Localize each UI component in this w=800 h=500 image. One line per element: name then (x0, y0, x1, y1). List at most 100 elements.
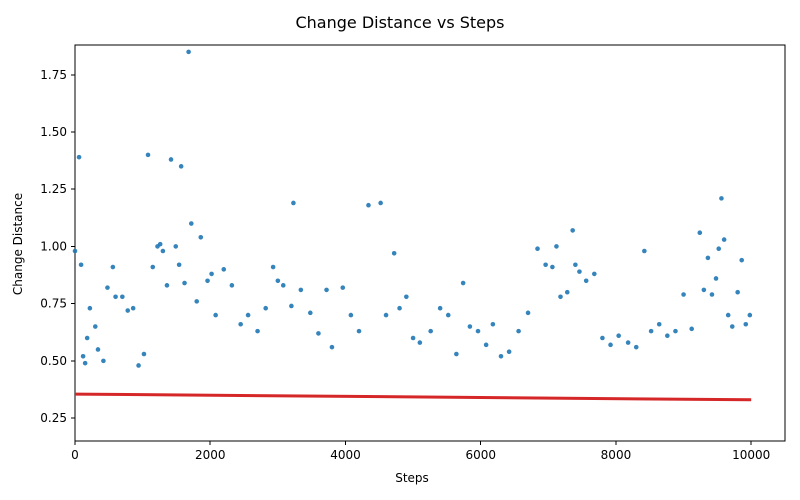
data-point (583, 278, 589, 284)
x-tick-label: 8000 (601, 448, 632, 462)
x-tick-label: 6000 (465, 448, 496, 462)
data-point (136, 363, 141, 368)
data-point (719, 196, 724, 201)
data-point (716, 246, 722, 252)
data-point (291, 200, 296, 206)
data-point (110, 264, 116, 270)
data-point (713, 276, 719, 281)
x-tick-label: 10000 (732, 448, 770, 462)
data-point (80, 354, 86, 359)
data-point (506, 349, 512, 355)
data-point (366, 202, 371, 208)
data-point (573, 262, 578, 268)
data-point (616, 333, 621, 339)
y-tick-label: 1.00 (40, 239, 67, 253)
data-point (498, 354, 504, 359)
data-point (656, 321, 662, 327)
data-point (229, 283, 235, 288)
data-point (490, 321, 496, 327)
data-point (316, 331, 321, 336)
data-point (157, 241, 163, 247)
trend-line (74, 392, 752, 402)
x-tick-label: 2000 (195, 448, 226, 462)
y-tick-label: 1.50 (40, 125, 67, 139)
data-point (101, 358, 106, 364)
plot-frame (74, 44, 786, 442)
data-point (558, 294, 563, 300)
data-point (460, 280, 466, 286)
data-point (168, 157, 174, 162)
data-point (729, 324, 735, 329)
data-point (709, 292, 715, 297)
data-point (270, 264, 276, 270)
x-axis-label: Steps (395, 471, 429, 485)
data-point (554, 244, 559, 249)
data-point (725, 312, 731, 318)
data-point (130, 305, 136, 311)
points-layer (72, 49, 753, 368)
data-point (445, 312, 451, 318)
data-point (625, 340, 631, 345)
y-tick-label: 0.50 (40, 354, 67, 368)
data-point (348, 312, 354, 318)
data-point (391, 251, 397, 256)
y-tick-label: 0.25 (40, 411, 67, 425)
data-point (76, 154, 82, 160)
data-point (404, 294, 409, 300)
data-point (221, 267, 227, 272)
data-point (633, 344, 639, 350)
data-point (467, 324, 473, 329)
data-point (608, 342, 613, 348)
data-point (205, 278, 210, 284)
data-point (238, 321, 243, 327)
data-point (516, 328, 521, 334)
data-point (689, 326, 694, 332)
data-point (356, 328, 362, 334)
data-point (564, 289, 570, 295)
data-point (209, 271, 214, 277)
data-point (255, 328, 260, 334)
data-point (340, 285, 346, 290)
data-point (383, 312, 389, 318)
data-point (697, 230, 703, 235)
data-point (150, 264, 156, 270)
data-point (747, 312, 753, 318)
data-point (577, 269, 582, 274)
data-point (78, 262, 84, 268)
data-point (141, 351, 147, 357)
data-point (298, 287, 304, 293)
data-point (324, 287, 329, 293)
data-point (437, 305, 443, 311)
data-point (178, 164, 184, 169)
data-point (176, 262, 182, 268)
data-point (648, 328, 654, 334)
data-point (417, 340, 423, 345)
data-point (280, 283, 286, 288)
data-point (410, 335, 416, 341)
data-point (263, 305, 268, 311)
data-point (642, 248, 647, 254)
data-point (189, 221, 194, 226)
data-point (194, 299, 200, 304)
data-point (535, 246, 540, 252)
y-tick-label: 1.75 (40, 68, 67, 82)
data-point (570, 228, 575, 233)
x-tick-label: 0 (71, 448, 79, 462)
data-point (72, 248, 78, 254)
data-point (592, 271, 597, 277)
data-point (125, 308, 131, 313)
data-point (160, 248, 166, 254)
data-point (92, 324, 98, 329)
data-point (681, 292, 686, 297)
y-axis-ticks: 0.25 0.50 0.75 1.00 1.25 1.50 1.75 (40, 68, 75, 425)
data-point (105, 285, 110, 290)
data-point (245, 312, 251, 318)
data-point (186, 49, 191, 55)
data-point (120, 294, 125, 300)
data-point (378, 200, 383, 206)
data-point (87, 305, 93, 311)
chart-title: Change Distance vs Steps (295, 13, 504, 32)
y-tick-label: 1.25 (40, 182, 67, 196)
